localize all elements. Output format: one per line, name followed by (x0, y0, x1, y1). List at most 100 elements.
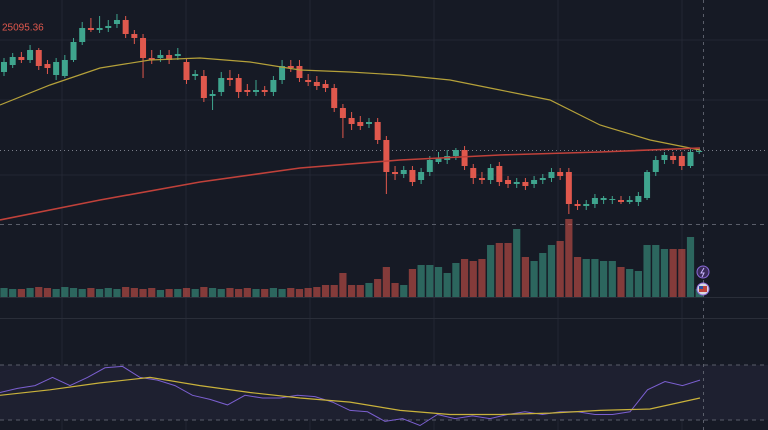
volume-bar (374, 279, 382, 297)
candle-body (435, 158, 442, 162)
volume-bar (69, 288, 78, 297)
volume-bar (634, 271, 642, 297)
volume-bar (626, 269, 634, 297)
volume-bar (130, 288, 138, 297)
candle-body (53, 62, 60, 75)
volume-bar (235, 289, 243, 297)
volume-bar (269, 288, 277, 297)
volume-bar (348, 285, 356, 297)
volume-bar (652, 245, 660, 297)
candle-body (531, 180, 538, 184)
volume-bar (426, 265, 434, 297)
volume-bar (400, 285, 408, 297)
volume-bar (304, 288, 312, 297)
candle-body (652, 160, 659, 172)
candle-body (131, 34, 138, 38)
rsi-band (0, 365, 768, 420)
candle-body (279, 66, 286, 80)
volume-bar (61, 287, 69, 297)
volume-bar (165, 289, 173, 297)
candle-body (557, 172, 564, 176)
volume-bar (78, 289, 86, 297)
volume-bar (495, 243, 503, 297)
candle-body (617, 200, 624, 202)
volume-bar (139, 289, 147, 297)
volume-bar (252, 289, 260, 297)
volume-bar (556, 241, 564, 297)
candle-body (670, 156, 677, 160)
volume-bar (156, 290, 165, 297)
volume-bar (122, 287, 130, 297)
marks (0, 14, 768, 427)
candle-body (626, 200, 633, 202)
volume-bar (669, 249, 677, 297)
volume-bar (200, 287, 208, 297)
volume-bar (226, 288, 234, 297)
volume-bar (43, 288, 52, 297)
volume-bar (408, 269, 417, 297)
candle-body (27, 50, 34, 60)
candle-body (183, 62, 190, 80)
volume-bar (600, 261, 608, 297)
volume-bar (513, 229, 521, 297)
high-label: 25095.36 (2, 23, 44, 34)
candle-body (235, 78, 242, 92)
candle-body (539, 178, 546, 180)
candle-body (244, 90, 251, 92)
candle-body (348, 118, 355, 124)
candle-body (218, 78, 225, 92)
candle-body (418, 172, 425, 180)
candle-body (9, 57, 16, 65)
volume-bar (261, 289, 269, 297)
candle-body (339, 108, 346, 118)
candle-body (44, 64, 51, 68)
volume-bar (452, 263, 460, 297)
rsi-line (0, 365, 701, 427)
candle-body (105, 26, 112, 28)
candle-body (609, 199, 616, 200)
rsi-ma (0, 376, 701, 416)
candle-body (209, 94, 216, 96)
candle-body (305, 80, 312, 82)
volume-bar (217, 289, 225, 297)
candle-body (452, 150, 459, 156)
candle-body (635, 196, 642, 202)
candle-body (192, 74, 199, 76)
candle-body (522, 182, 529, 186)
volume-bar (26, 288, 34, 297)
candle-body (583, 204, 590, 206)
candle-body (226, 78, 233, 80)
candle-body (365, 122, 372, 124)
volume-bar (443, 273, 451, 297)
volume-bar (95, 289, 104, 297)
volume-bar (487, 245, 495, 297)
candle-body (322, 84, 329, 88)
candle-body (157, 55, 164, 58)
candle-body (400, 170, 407, 174)
volume-bar (469, 261, 477, 297)
candle-body (1, 62, 7, 72)
candle-body (505, 180, 512, 184)
candle-body (70, 42, 77, 60)
candle-body (270, 80, 277, 92)
volume-bar (591, 259, 599, 297)
volume-bar (573, 257, 582, 297)
candle-body (18, 57, 25, 60)
candle-body (313, 82, 320, 86)
volume-bar (643, 245, 651, 297)
volume-bar (565, 219, 573, 297)
candle-body (513, 182, 520, 184)
volume-bar (678, 249, 686, 297)
volume-bar (321, 285, 330, 297)
volume-bar (417, 265, 425, 297)
candle-body (496, 166, 503, 182)
volume-bar (208, 288, 217, 297)
volume-bar (339, 273, 347, 297)
candle-body (426, 160, 433, 172)
candle-body (574, 204, 581, 206)
candle-body (113, 20, 120, 24)
candle-body (644, 172, 651, 198)
candle-body (357, 122, 364, 126)
volume-bar (460, 259, 469, 297)
volume-bar (113, 289, 121, 297)
